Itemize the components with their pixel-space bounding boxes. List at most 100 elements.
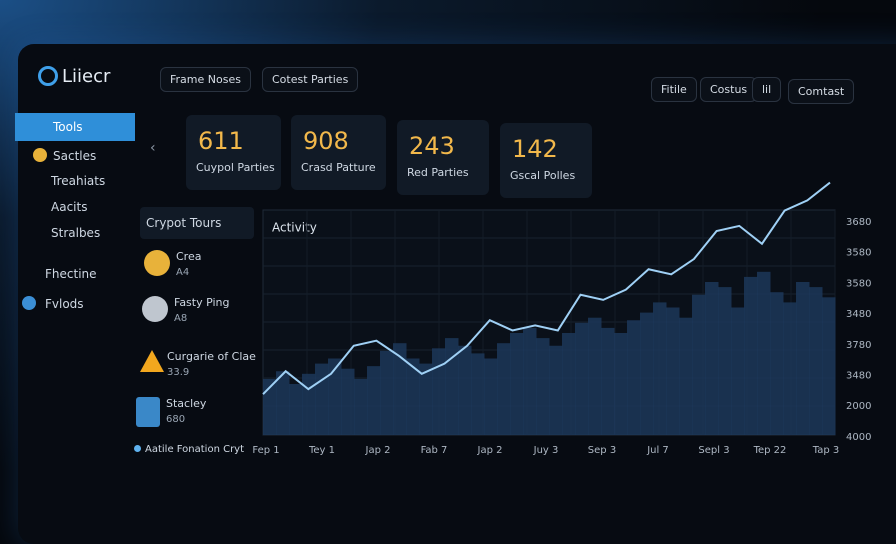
footer-text: Aatile Fonation Cryt xyxy=(145,444,245,455)
area-bar xyxy=(523,327,537,435)
screen: Liiecr Frame Noses Cotest Parties Fitile… xyxy=(0,0,896,512)
stat-value: 142 xyxy=(512,135,558,163)
area-bar xyxy=(796,282,810,435)
sidebar-item[interactable]: Sactles xyxy=(53,149,97,163)
stat-value: 908 xyxy=(303,127,349,155)
logo-icon xyxy=(38,66,58,86)
area-bar xyxy=(419,363,433,435)
stat-label: Crasd Patture xyxy=(301,161,376,174)
x-tick-label: Sep 3 xyxy=(588,445,616,456)
area-bar xyxy=(653,302,667,435)
area-bar xyxy=(393,343,407,435)
item-sub: 33.9 xyxy=(167,367,190,378)
x-tick-label: Fep 1 xyxy=(252,445,279,456)
area-bar xyxy=(679,317,693,435)
area-bar xyxy=(614,333,628,435)
x-tick-label: Tey 1 xyxy=(308,445,335,456)
action-button[interactable]: Fitile xyxy=(651,77,697,102)
item-name: Fasty Ping xyxy=(174,296,230,309)
tab[interactable]: Cotest Parties xyxy=(262,67,359,92)
area-bar xyxy=(289,384,303,435)
stat-label: Cuypol Parties xyxy=(196,161,275,174)
y-tick-label: 2000 xyxy=(846,401,871,412)
area-bar xyxy=(445,338,459,435)
x-tick-label: Sepl 3 xyxy=(698,445,729,456)
x-tick-label: Jap 2 xyxy=(365,445,391,456)
area-bar xyxy=(692,294,706,435)
stat-value: 243 xyxy=(409,132,455,160)
area-bar xyxy=(809,287,823,435)
area-bar xyxy=(575,322,589,435)
sidebar-item[interactable]: Fhectine xyxy=(45,267,97,281)
action-button[interactable]: lil xyxy=(752,77,782,102)
area-bar xyxy=(536,338,550,435)
stat-card: 243 Red Parties xyxy=(397,120,489,195)
area-bar xyxy=(588,317,602,435)
y-tick-label: 3580 xyxy=(846,278,871,289)
chart: Activity 3680 3580 3580 3480 3780 3480 2000 400… xyxy=(252,181,871,456)
chart-title: Activity xyxy=(272,221,317,235)
area-bar xyxy=(484,358,498,435)
sidebar-item-active[interactable]: Tools xyxy=(15,113,135,141)
area-bar xyxy=(406,358,420,435)
list-footer: Aatile Fonation Cryt xyxy=(134,444,244,455)
x-tick-label: Jap 2 xyxy=(477,445,503,456)
stat-card: 142 Gscal Polles xyxy=(500,123,592,198)
y-tick-label: 4000 xyxy=(846,432,871,443)
area-bar xyxy=(549,345,563,435)
area-bar xyxy=(328,358,342,435)
area-bar xyxy=(770,292,784,435)
sidebar-item[interactable]: Fvlods xyxy=(45,297,84,311)
area-bar xyxy=(627,320,641,435)
logo: Liiecr xyxy=(62,66,111,87)
area-bar xyxy=(367,366,381,435)
area-bar xyxy=(640,312,654,435)
x-tick-label: Tap 3 xyxy=(812,445,839,456)
area-bar xyxy=(510,333,524,435)
area-bar xyxy=(315,363,329,435)
tab[interactable]: Frame Noses xyxy=(160,67,251,92)
y-tick-label: 3580 xyxy=(846,248,871,259)
item-name: Curgarie of Clae xyxy=(167,350,256,363)
line xyxy=(262,181,831,395)
list-item[interactable]: Fasty Ping A8 xyxy=(142,296,230,324)
area-bar xyxy=(380,350,394,435)
stat-value: 611 xyxy=(198,127,244,155)
x-tick-label: Jul 7 xyxy=(646,445,669,456)
area-bar xyxy=(276,371,290,435)
sidebar-item[interactable]: Aacits xyxy=(51,200,88,214)
x-tick-label: Juy 3 xyxy=(533,445,559,456)
y-tick-label: 3480 xyxy=(846,371,871,382)
item-sub: A4 xyxy=(176,267,190,278)
sidebar-item[interactable]: Treahiats xyxy=(51,174,106,188)
stat-label: Gscal Polles xyxy=(510,169,576,182)
icon xyxy=(22,296,36,310)
icon xyxy=(33,148,47,162)
area-bar xyxy=(705,282,719,435)
x-tick-label: Tep 22 xyxy=(753,445,787,456)
list-header[interactable]: Crypot Tours xyxy=(140,207,254,239)
sidebar-item[interactable]: Stralbes xyxy=(51,226,101,240)
x-tick-label: Fab 7 xyxy=(421,445,448,456)
area-bar xyxy=(432,348,446,435)
area-bar xyxy=(783,302,797,435)
area-bar xyxy=(601,327,615,435)
y-tick-label: 3680 xyxy=(846,217,871,228)
area-bar xyxy=(497,343,511,435)
stat-label: Red Parties xyxy=(407,166,469,179)
action-button[interactable]: Comtast xyxy=(788,79,855,104)
y-tick-label: 3780 xyxy=(846,340,871,351)
back-arrow[interactable]: ‹ xyxy=(150,140,156,156)
area-bar xyxy=(471,353,485,435)
action-button[interactable]: Costus xyxy=(700,77,758,102)
item-name: Crea xyxy=(176,250,202,263)
list-item[interactable]: Curgarie of Clae 33.9 xyxy=(140,350,256,378)
list-item[interactable]: Stacley 680 xyxy=(136,397,206,427)
list-item[interactable]: Crea A4 xyxy=(144,250,201,278)
area-bar xyxy=(744,276,758,435)
area-bar xyxy=(562,333,576,435)
area-bar xyxy=(354,378,368,435)
item-sub: 680 xyxy=(166,414,186,425)
item-sub: A8 xyxy=(174,313,188,324)
area-bar xyxy=(731,307,745,435)
